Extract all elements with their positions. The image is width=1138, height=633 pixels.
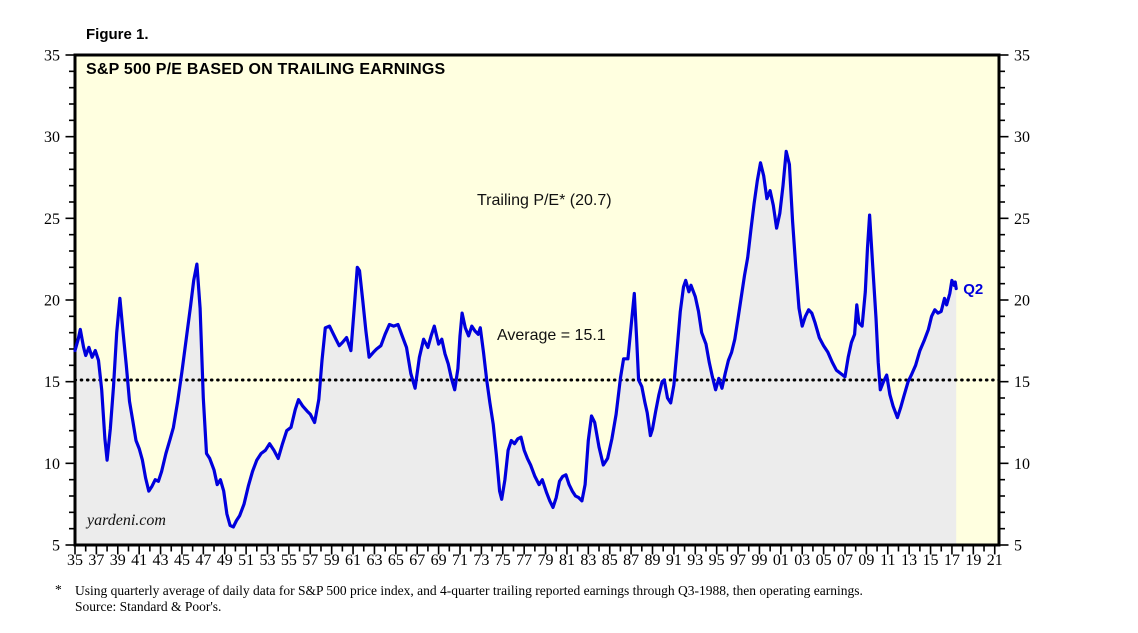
x-tick-label: 93 <box>687 552 703 569</box>
x-tick-label: 83 <box>580 552 596 569</box>
y-tick-label-left: 15 <box>44 374 60 391</box>
x-tick-label: 65 <box>388 552 404 569</box>
x-tick-label: 99 <box>751 552 767 569</box>
trailing-pe-annotation: Trailing P/E* (20.7) <box>477 192 612 209</box>
x-tick-label: 13 <box>901 552 917 569</box>
y-tick-label-left: 20 <box>44 293 60 310</box>
x-tick-label: 35 <box>67 552 83 569</box>
footnote-line-2: Source: Standard & Poor's. <box>75 599 222 614</box>
x-tick-label: 67 <box>409 552 425 569</box>
x-tick-label: 47 <box>195 552 211 569</box>
footnote-asterisk: * <box>55 582 62 597</box>
x-tick-label: 17 <box>944 552 960 569</box>
x-tick-label: 37 <box>88 552 104 569</box>
x-tick-label: 15 <box>923 552 939 569</box>
x-tick-label: 91 <box>666 552 682 569</box>
chart-title: S&P 500 P/E BASED ON TRAILING EARNINGS <box>86 61 446 78</box>
x-tick-label: 07 <box>837 552 853 569</box>
x-tick-label: 95 <box>709 552 725 569</box>
x-tick-label: 45 <box>174 552 190 569</box>
x-tick-label: 69 <box>431 552 447 569</box>
y-tick-label-right: 25 <box>1014 211 1030 228</box>
x-tick-label: 11 <box>880 552 895 569</box>
x-tick-label: 43 <box>153 552 169 569</box>
y-tick-label-right: 20 <box>1014 293 1030 310</box>
latest-quarter-label: Q2 <box>963 280 984 298</box>
y-tick-label-right: 10 <box>1014 456 1030 473</box>
x-tick-label: 51 <box>238 552 254 569</box>
x-tick-label: 61 <box>345 552 361 569</box>
y-tick-label-left: 30 <box>44 129 60 146</box>
y-tick-label-right: 30 <box>1014 129 1030 146</box>
y-tick-label-left: 25 <box>44 211 60 228</box>
x-tick-label: 49 <box>217 552 233 569</box>
y-tick-label-left: 5 <box>52 538 60 555</box>
x-tick-label: 97 <box>730 552 746 569</box>
x-tick-label: 57 <box>302 552 318 569</box>
area-fill <box>75 151 957 545</box>
footnote-line-1: Using quarterly average of daily data fo… <box>75 583 863 598</box>
y-tick-label-right: 15 <box>1014 374 1030 391</box>
y-tick-label-right: 5 <box>1014 538 1022 555</box>
x-tick-label: 09 <box>858 552 874 569</box>
x-tick-label: 63 <box>366 552 382 569</box>
x-tick-label: 75 <box>495 552 511 569</box>
x-tick-label: 81 <box>559 552 575 569</box>
x-tick-label: 53 <box>260 552 276 569</box>
average-annotation: Average = 15.1 <box>497 327 606 344</box>
y-tick-label-right: 35 <box>1014 48 1030 65</box>
plot-border <box>73 53 1001 547</box>
x-tick-label: 87 <box>623 552 639 569</box>
x-tick-label: 55 <box>281 552 297 569</box>
yardeni-watermark: yardeni.com <box>87 512 166 529</box>
x-tick-label: 01 <box>773 552 789 569</box>
x-tick-label: 71 <box>452 552 468 569</box>
x-tick-label: 89 <box>645 552 661 569</box>
x-tick-label: 77 <box>516 552 532 569</box>
x-tick-label: 21 <box>987 552 1003 569</box>
x-tick-label: 03 <box>794 552 810 569</box>
y-tick-label-left: 35 <box>44 48 60 65</box>
x-tick-label: 39 <box>110 552 126 569</box>
x-tick-label: 41 <box>131 552 147 569</box>
y-tick-label-left: 10 <box>44 456 60 473</box>
x-tick-label: 73 <box>473 552 489 569</box>
pe-chart: 35 37 39 41 43 45 47 49 51 53 55 57 59 61 63 65 67 69 71 73… <box>44 48 1030 570</box>
figure-label: Figure 1. <box>86 26 149 43</box>
x-tick-label: 85 <box>602 552 618 569</box>
x-tick-label: 19 <box>965 552 981 569</box>
x-tick-label: 79 <box>538 552 554 569</box>
x-tick-label: 05 <box>816 552 832 569</box>
x-tick-label: 59 <box>324 552 340 569</box>
pe-line <box>73 149 958 529</box>
